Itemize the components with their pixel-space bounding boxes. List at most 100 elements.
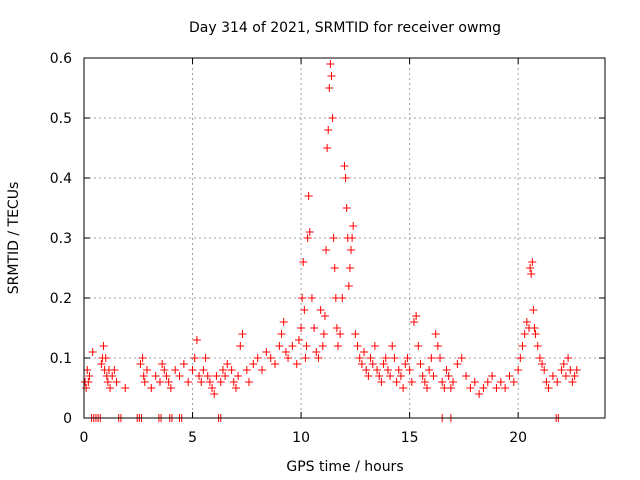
data-point-0-195 — [559, 360, 568, 368]
data-point-0-159 — [449, 378, 458, 386]
tick-layer: 0 0.1 0.2 0.3 0.4 0.5 0.6 0 5 10 15 20 — [50, 51, 605, 446]
data-point-0-1 — [82, 384, 91, 392]
data-point-0-65 — [271, 360, 280, 368]
data-point-0-18 — [121, 384, 130, 392]
y-tick-label-4: 0.4 — [50, 171, 72, 187]
data-point-0-178 — [522, 318, 531, 326]
data-point-0-34 — [179, 360, 188, 368]
data-point-0-164 — [470, 378, 479, 386]
data-point-0-38 — [192, 336, 201, 344]
y-tick-label-5: 0.5 — [50, 111, 72, 127]
data-point-0-84 — [310, 324, 319, 332]
data-point-0-41 — [199, 366, 208, 374]
data-point-0-62 — [258, 366, 267, 374]
data-point-0-151 — [431, 330, 440, 338]
data-point-0-189 — [540, 366, 549, 374]
data-point-0-132 — [390, 354, 399, 362]
data-point-0-35 — [184, 378, 193, 386]
data-point-0-40 — [197, 378, 206, 386]
data-point-0-147 — [422, 384, 431, 392]
data-point-0-94 — [325, 84, 334, 92]
data-point-0-57 — [238, 330, 247, 338]
data-point-0-130 — [386, 372, 395, 380]
data-point-0-116 — [355, 354, 364, 362]
data-point-0-19 — [136, 360, 145, 368]
data-point-0-39 — [195, 372, 204, 380]
data-point-0-145 — [418, 372, 427, 380]
data-point-0-59 — [244, 378, 253, 386]
data-point-0-167 — [483, 378, 492, 386]
data-point-0-86 — [314, 354, 323, 362]
data-point-0-123 — [370, 342, 379, 350]
data-point-0-109 — [344, 282, 353, 290]
data-point-0-6 — [97, 360, 106, 368]
data-point-0-176 — [518, 342, 527, 350]
data-point-0-129 — [383, 366, 392, 374]
data-point-0-73 — [294, 336, 303, 344]
data-point-0-98 — [329, 234, 338, 242]
data-point-0-112 — [348, 234, 357, 242]
data-point-0-131 — [388, 342, 397, 350]
data-point-0-70 — [284, 354, 293, 362]
data-point-0-61 — [253, 354, 262, 362]
x-axis-label: GPS time / hours — [286, 459, 403, 475]
y-tick-label-2: 0.2 — [50, 291, 72, 307]
data-point-0-103 — [336, 330, 345, 338]
data-point-0-169 — [492, 384, 501, 392]
data-point-0-42 — [201, 354, 210, 362]
data-point-0-136 — [399, 384, 408, 392]
data-point-0-160 — [453, 360, 462, 368]
y-tick-label-0: 0 — [63, 411, 72, 427]
data-point-0-54 — [231, 384, 240, 392]
data-point-0-125 — [375, 372, 384, 380]
data-point-0-156 — [442, 366, 451, 374]
data-point-0-36 — [188, 366, 197, 374]
data-point-0-175 — [516, 354, 525, 362]
data-point-0-165 — [475, 390, 484, 398]
data-point-0-12 — [103, 378, 112, 386]
data-point-0-183 — [529, 306, 538, 314]
data-point-0-196 — [561, 372, 570, 380]
x-tick-label-3: 15 — [401, 430, 419, 446]
y-tick-label-1: 0.1 — [50, 351, 72, 367]
data-point-0-72 — [292, 360, 301, 368]
data-point-0-117 — [357, 360, 366, 368]
data-point-0-181 — [527, 270, 536, 278]
data-point-0-91 — [322, 246, 331, 254]
data-point-0-144 — [416, 360, 425, 368]
data-point-0-96 — [327, 72, 336, 80]
data-point-0-157 — [444, 372, 453, 380]
data-point-0-166 — [479, 384, 488, 392]
data-point-0-128 — [381, 354, 390, 362]
data-point-0-104 — [338, 294, 347, 302]
data-point-0-25 — [151, 372, 160, 380]
data-point-0-78 — [301, 354, 310, 362]
data-point-0-141 — [409, 318, 418, 326]
data-point-0-113 — [349, 222, 358, 230]
data-point-0-89 — [319, 330, 328, 338]
data-point-0-63 — [262, 348, 271, 356]
data-point-0-106 — [341, 174, 350, 182]
data-point-0-115 — [353, 342, 362, 350]
data-point-0-139 — [405, 366, 414, 374]
data-point-0-114 — [351, 330, 360, 338]
data-point-0-187 — [535, 354, 544, 362]
x-tick-label-2: 10 — [292, 430, 310, 446]
data-point-0-56 — [236, 342, 245, 350]
data-point-0-171 — [501, 384, 510, 392]
x-tick-label-0: 0 — [80, 430, 89, 446]
data-point-0-193 — [553, 378, 562, 386]
data-point-0-149 — [427, 354, 436, 362]
data-point-0-47 — [212, 372, 221, 380]
data-point-0-85 — [312, 348, 321, 356]
y-axis-label: SRMTID / TECUs — [6, 182, 22, 295]
data-point-0-124 — [373, 366, 382, 374]
data-marks — [81, 60, 581, 422]
data-point-0-173 — [509, 378, 518, 386]
data-point-0-172 — [505, 372, 514, 380]
data-point-0-52 — [227, 366, 236, 374]
data-point-0-110 — [345, 264, 354, 272]
data-point-0-127 — [379, 360, 388, 368]
data-point-0-122 — [368, 360, 377, 368]
